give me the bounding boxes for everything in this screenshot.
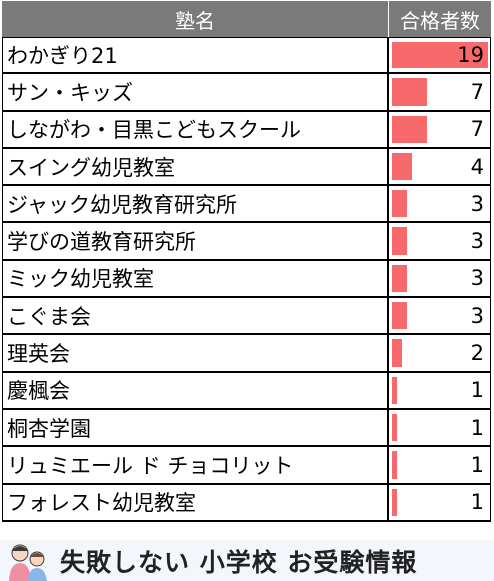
count-cell: 1 (389, 485, 490, 520)
table-row: 慶楓会 1 (3, 372, 490, 410)
count-cell: 3 (389, 261, 490, 296)
table-row: フォレスト幼児教室 1 (3, 484, 490, 522)
count-value: 7 (470, 79, 484, 104)
count-value: 3 (470, 266, 484, 291)
column-header-name: 塾名 (2, 1, 389, 37)
table-row: サン・キッズ 7 (3, 74, 490, 112)
data-bar (392, 78, 428, 106)
data-bar (392, 488, 398, 516)
school-name: サン・キッズ (3, 74, 389, 110)
data-bar (392, 376, 398, 404)
school-name: 桐杏学園 (3, 409, 389, 446)
data-bar (392, 227, 408, 255)
table-row: わかぎり21 19 (3, 37, 490, 75)
count-cell: 19 (389, 38, 490, 72)
count-value: 1 (470, 378, 484, 403)
count-value: 3 (470, 303, 484, 328)
count-cell: 1 (389, 447, 490, 482)
school-name: スイング幼児教室 (3, 148, 389, 185)
school-results-table: 塾名 合格者数 わかぎり21 19 サン・キッズ 7 しながわ・目黒こどもスクール 7 スイ… (2, 1, 491, 522)
count-value: 4 (470, 154, 484, 179)
table-row: スイング幼児教室 4 (3, 148, 490, 187)
school-name: 理英会 (3, 335, 389, 371)
count-value: 7 (470, 117, 484, 142)
count-cell: 7 (389, 74, 490, 109)
table-row: 学びの道教育研究所 3 (3, 223, 490, 261)
school-name: ジャック幼児教育研究所 (3, 186, 389, 222)
table-row: 理英会 2 (3, 335, 490, 373)
table-row: ジャック幼児教育研究所 3 (3, 186, 490, 224)
table-body: わかぎり21 19 サン・キッズ 7 しながわ・目黒こどもスクール 7 スイング幼児教室 4 ジ… (2, 37, 491, 522)
school-name: フォレスト幼児教室 (3, 484, 389, 520)
table-row: ミック幼児教室 3 (3, 260, 490, 299)
count-value: 19 (457, 43, 484, 68)
footer-title: 失敗しない 小学校 お受験情報 (60, 547, 418, 577)
count-value: 2 (470, 341, 484, 366)
count-cell: 1 (389, 410, 490, 445)
count-cell: 3 (389, 223, 490, 258)
school-name: リュミエール ド チョコリット (3, 447, 389, 483)
data-bar (392, 413, 398, 442)
school-name: 慶楓会 (3, 372, 389, 408)
school-name: しながわ・目黒こどもスクール (3, 111, 389, 147)
school-name: ミック幼児教室 (3, 260, 389, 297)
count-value: 1 (470, 452, 484, 477)
school-name: こぐま会 (3, 298, 389, 334)
table-header: 塾名 合格者数 (2, 1, 491, 37)
count-cell: 1 (389, 373, 490, 408)
footer-banner: 失敗しない 小学校 お受験情報 (0, 540, 494, 581)
count-value: 3 (470, 191, 484, 216)
data-bar (392, 451, 398, 479)
count-value: 1 (470, 490, 484, 515)
table-row: リュミエール ド チョコリット 1 (3, 447, 490, 485)
column-header-count: 合格者数 (400, 8, 480, 33)
data-bar (392, 339, 403, 367)
data-bar (392, 302, 408, 330)
data-bar (392, 115, 428, 143)
count-value: 3 (470, 229, 484, 254)
count-cell: 2 (389, 335, 490, 370)
table-row: しながわ・目黒こどもスクール 7 (3, 111, 490, 149)
data-bar (392, 264, 408, 293)
data-bar (392, 190, 408, 218)
school-name: わかぎり21 (3, 38, 389, 73)
school-name: 学びの道教育研究所 (3, 223, 389, 259)
table-row: 桐杏学園 1 (3, 409, 490, 448)
count-cell: 4 (389, 149, 490, 184)
count-cell: 3 (389, 298, 490, 333)
count-value: 1 (470, 415, 484, 440)
count-cell: 3 (389, 186, 490, 221)
parent-child-icon (9, 544, 47, 581)
data-bar (392, 152, 413, 181)
table-row: こぐま会 3 (3, 298, 490, 336)
count-cell: 7 (389, 112, 490, 147)
data-bar (392, 42, 488, 69)
